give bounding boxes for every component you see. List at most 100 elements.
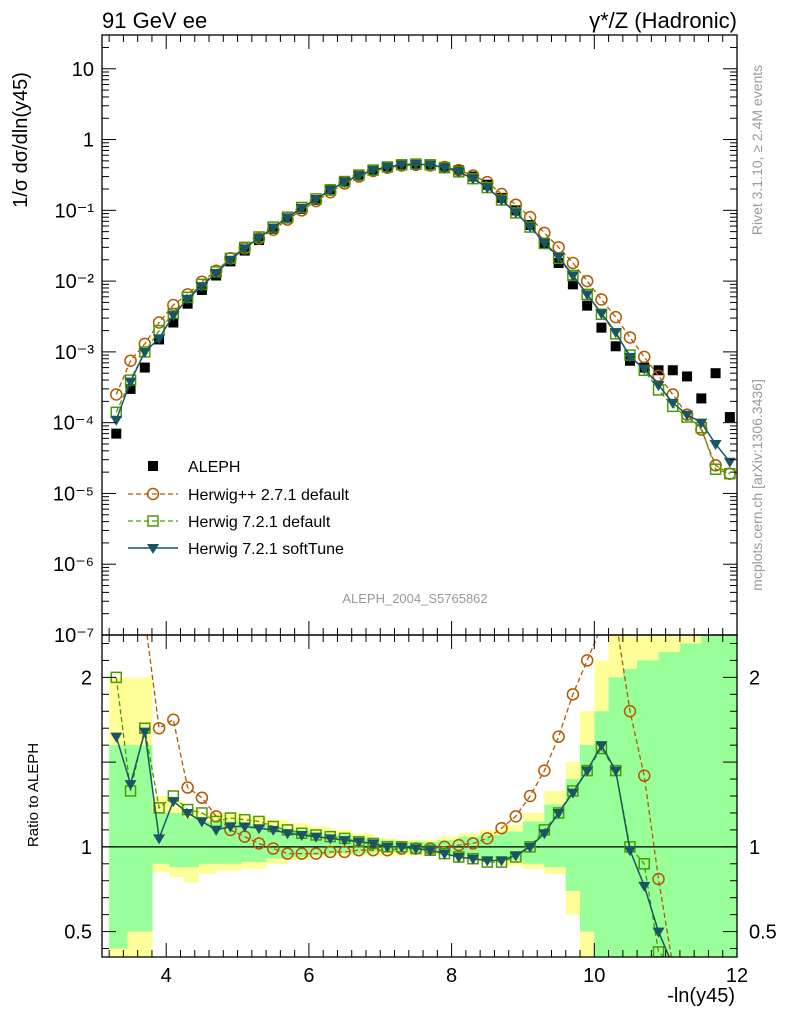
band-green <box>184 818 199 868</box>
band-green <box>608 677 624 957</box>
point-soft <box>252 233 265 244</box>
ratio-point-soft <box>609 766 622 777</box>
ratio-point-soft <box>552 808 565 819</box>
point-soft-mark <box>609 328 622 339</box>
y-tick-label: 10⁻² <box>55 271 95 293</box>
legend-marker <box>147 544 159 554</box>
ratio-point-soft <box>267 825 280 836</box>
ratio-point-soft <box>224 822 237 833</box>
ratio-point-hpp <box>252 837 266 850</box>
ratio-point-soft-mark <box>124 780 137 791</box>
point-hpp <box>580 274 594 288</box>
band-green <box>565 779 581 891</box>
point-aleph-mark <box>696 393 707 404</box>
ratio-point-soft <box>467 854 480 865</box>
point-hpp-mark <box>609 310 622 324</box>
ratio-point-hpp <box>139 613 150 624</box>
y-tick-label: 10⁻⁵ <box>53 483 94 505</box>
point-aleph <box>682 371 693 382</box>
legend-marker <box>147 515 159 527</box>
point-hpp-mark <box>580 274 594 288</box>
legend-entry-h72: Herwig 7.2.1 default <box>128 514 331 531</box>
band-green <box>658 651 681 957</box>
point-hpp-mark <box>124 354 137 367</box>
ratio-point-hpp <box>509 810 523 823</box>
point-hpp <box>566 256 580 270</box>
point-soft <box>210 269 223 280</box>
y-tick-label: 10⁻⁴ <box>53 413 94 435</box>
point-soft <box>310 195 323 206</box>
ratio-point-hpp-mark <box>338 845 351 859</box>
point-hpp <box>538 226 551 240</box>
point-soft-mark <box>595 309 608 320</box>
point-aleph <box>567 279 578 290</box>
legend-entry-soft: Herwig 7.2.1 softTune <box>128 541 344 558</box>
ratio-point-soft-mark <box>552 808 565 819</box>
ratio-point-soft <box>252 824 265 835</box>
ratio-point-hpp-mark <box>195 791 209 804</box>
point-soft <box>552 252 565 263</box>
ratio-point-hpp-mark <box>181 781 194 794</box>
point-aleph-mark <box>111 428 122 439</box>
band-green <box>637 660 660 957</box>
ratio-point-soft-mark <box>467 854 480 865</box>
ratio-point-soft-mark <box>623 846 636 857</box>
band-green <box>580 745 595 932</box>
point-soft-mark <box>652 381 665 392</box>
point-hpp-mark <box>623 331 637 344</box>
point-soft <box>652 381 665 392</box>
point-soft <box>424 160 437 171</box>
ratio-point-soft-mark <box>667 961 679 971</box>
point-soft <box>495 195 508 206</box>
point-soft <box>666 398 679 409</box>
point-aleph <box>139 362 150 373</box>
ratio-point-soft <box>281 829 294 840</box>
ratio-point-soft <box>409 844 422 855</box>
ratio-point-hpp-mark <box>167 713 180 726</box>
point-soft <box>595 309 608 320</box>
point-soft-mark <box>409 160 422 171</box>
point-hpp-mark <box>566 256 580 270</box>
point-aleph-mark <box>710 368 721 379</box>
ratio-point-soft <box>295 830 308 841</box>
ratio-line-h72 <box>115 677 665 957</box>
ratio-point-soft <box>581 766 594 777</box>
point-soft-mark <box>481 183 494 194</box>
ratio-point-soft-mark <box>367 839 380 850</box>
point-soft <box>709 439 722 450</box>
point-soft <box>167 311 180 322</box>
ratio-point-hpp-mark <box>509 810 523 823</box>
main-plot-layer <box>110 158 737 480</box>
point-aleph <box>596 322 607 333</box>
point-aleph-mark <box>567 279 578 290</box>
ratio-point-soft <box>481 856 494 867</box>
legend-marker-mark <box>146 487 160 501</box>
legend-label: ALEPH <box>188 459 240 476</box>
point-soft <box>124 377 137 388</box>
ratio-point-hpp-mark <box>623 705 637 718</box>
ratio-point-soft-mark <box>495 856 508 867</box>
point-aleph-mark <box>682 371 693 382</box>
point-soft-mark <box>181 294 194 305</box>
header-right: γ*/Z (Hadronic) <box>589 8 737 33</box>
band-green <box>679 643 702 957</box>
mcplots-label: mcplots.cern.ch [arXiv:1306.3436] <box>749 379 765 591</box>
band-green <box>169 812 185 868</box>
point-soft <box>338 177 351 188</box>
y-tick-label: 10⁻⁷ <box>54 625 94 647</box>
point-hpp-mark <box>538 226 551 240</box>
point-soft <box>110 415 123 426</box>
point-soft-mark <box>124 377 137 388</box>
ratio-point-soft-mark <box>509 851 522 862</box>
ratio-point-soft <box>367 839 380 850</box>
ratio-point-hpp <box>295 847 309 860</box>
point-hpp <box>623 331 637 344</box>
ratio-y-tick-label-right: 2 <box>749 667 760 689</box>
point-hpp-mark <box>595 293 608 306</box>
ratio-point-soft-mark <box>538 829 551 840</box>
ratio-point-hpp <box>495 821 508 835</box>
ratio-point-soft-mark <box>195 817 208 828</box>
point-hpp-mark <box>152 316 166 329</box>
point-aleph <box>168 317 179 328</box>
